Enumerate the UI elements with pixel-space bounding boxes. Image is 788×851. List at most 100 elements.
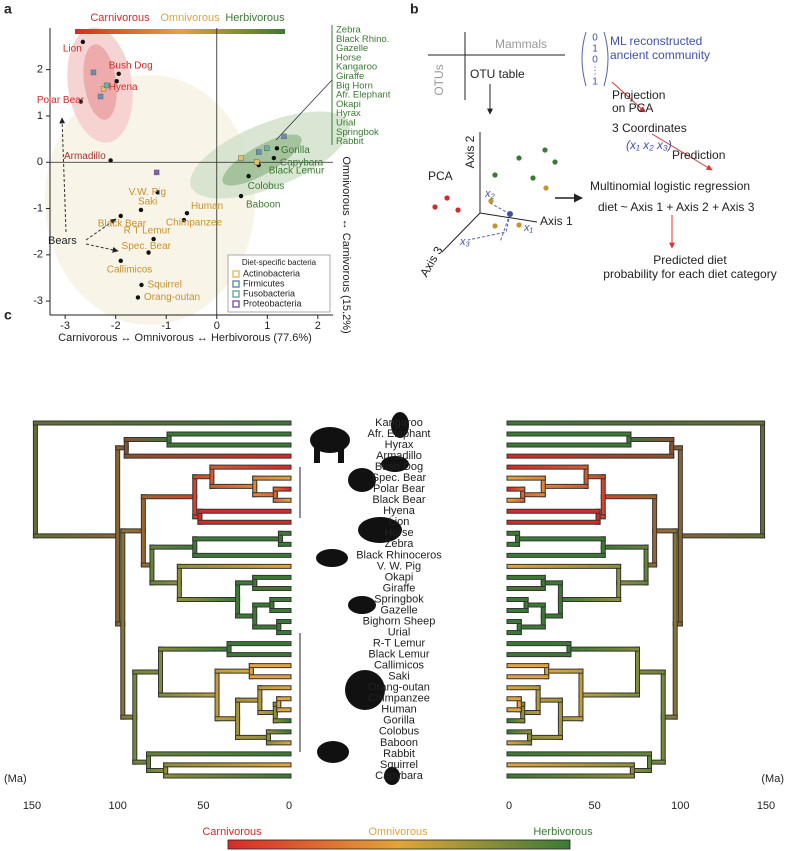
x-tick-label: 0 <box>506 800 512 812</box>
species-label: Chimpanzee <box>368 693 430 705</box>
species-label: Colobus <box>379 726 420 738</box>
sample-point <box>271 155 277 161</box>
silhouettes <box>310 412 409 785</box>
sample-point <box>80 39 86 45</box>
species-label: Rabbit <box>383 748 415 760</box>
label: OTU table <box>470 67 525 81</box>
legend-swatch <box>232 280 240 288</box>
scale-label: Omnivorous <box>368 826 428 838</box>
silhouette <box>381 456 409 472</box>
x-tick-label: 2 <box>315 320 321 332</box>
herbivore-name: Horse <box>336 52 361 63</box>
label: probability for each diet category <box>603 267 776 281</box>
bacteria-marker <box>153 169 160 176</box>
label: 3 Coordinates <box>612 121 687 135</box>
x-tick-label: 1 <box>264 320 270 332</box>
sample-point <box>146 250 151 255</box>
point-label: Saki <box>138 197 157 208</box>
species-label: Saki <box>388 671 409 683</box>
point-label: Orang-outan <box>144 292 200 303</box>
species-label: Urial <box>388 626 411 638</box>
point-label: R T Lemur <box>124 226 172 237</box>
sample-point <box>118 258 123 264</box>
dot <box>516 222 522 228</box>
point-label: Bush Dog <box>109 60 153 71</box>
herbivore-pointer <box>275 79 333 141</box>
x-tick-label: -2 <box>111 320 121 332</box>
sample-point <box>155 190 160 195</box>
axis-label: Axis 3 <box>417 244 446 280</box>
ancient-dot <box>507 211 513 217</box>
label: Projection <box>612 88 665 102</box>
silhouette <box>348 596 376 614</box>
species-label: Spec. Bear <box>372 472 427 484</box>
label: Predicted diet <box>653 253 727 267</box>
bears-arrows <box>59 117 119 253</box>
legend-label: Proteobacteria <box>243 298 302 308</box>
x-tick-label: 100 <box>671 800 689 812</box>
projection-lines <box>467 202 511 243</box>
point-label: Spec. Bear <box>122 241 172 252</box>
label: diet ~ Axis 1 + Axis 2 + Axis 3 <box>598 200 755 214</box>
panel-label: c <box>4 307 12 323</box>
species-label: Squirrel <box>380 759 418 771</box>
sample-point <box>238 193 244 199</box>
label: on PCA <box>612 101 653 115</box>
silhouette <box>384 767 400 785</box>
bacteria-marker <box>238 155 244 161</box>
axis-var: x₂ <box>484 188 496 200</box>
species-label: Zebra <box>385 538 415 550</box>
species-label: Okapi <box>385 571 414 583</box>
species-label: Afr. Elephant <box>368 428 431 440</box>
bacteria-marker <box>281 133 287 140</box>
axis-label: Axis 1 <box>540 214 573 228</box>
point-label: Gorilla <box>281 145 310 156</box>
point-label: Lion <box>63 44 82 55</box>
point-label: Baboon <box>246 200 280 211</box>
unit-label: (Ma) <box>4 773 27 785</box>
silhouette <box>314 445 320 463</box>
x-tick-label: 150 <box>757 800 775 812</box>
label: ancient community <box>610 48 710 62</box>
legend-label: Fusobacteria <box>243 288 295 298</box>
species-label: Horse <box>384 527 413 539</box>
legend-label: Firmicutes <box>243 278 285 288</box>
dot <box>492 223 498 229</box>
bacteria-marker <box>90 69 97 76</box>
y-tick-label: -2 <box>33 249 43 261</box>
label: (x₁ x₂ x₃) <box>626 138 672 152</box>
species-label: Giraffe <box>383 582 416 594</box>
dot <box>552 159 558 165</box>
dot <box>530 175 536 181</box>
carnivore-core <box>83 44 117 120</box>
x-tick-label: 0 <box>286 800 292 812</box>
y-tick-label: -1 <box>33 202 43 214</box>
species-label: V. W. Pig <box>377 560 421 572</box>
silhouette <box>358 517 402 543</box>
panel-label: a <box>4 1 12 17</box>
x-axis-label: Carnivorous ↔ Omnivorous ↔ Herbivorous (… <box>58 332 312 344</box>
x-tick-label: -1 <box>161 320 171 332</box>
species-label: Capybara <box>375 770 424 782</box>
point-label: Squirrel <box>147 280 181 291</box>
silhouette <box>391 412 409 438</box>
vector-entry: 1 <box>592 44 598 55</box>
species-label: Lion <box>389 516 410 528</box>
legend-title: Diet-specific bacteria <box>242 258 317 267</box>
dot <box>444 195 450 201</box>
bacteria-marker <box>256 149 262 155</box>
species-label: Hyena <box>383 505 416 517</box>
sample-point <box>114 79 119 84</box>
x-tick-label: 100 <box>108 800 126 812</box>
axis-var: x₁ <box>523 222 534 234</box>
herbivore-name: Giraffe <box>336 71 364 82</box>
bacteria-marker <box>103 82 110 89</box>
sample-point <box>116 71 121 77</box>
point-label: Black Bear <box>98 219 147 230</box>
panel-label: b <box>410 1 419 17</box>
x-tick-label: 0 <box>214 320 220 332</box>
legend-label: Actinobacteria <box>243 268 300 278</box>
y-tick-label: -3 <box>33 295 43 307</box>
point-label: Armadillo <box>64 151 106 162</box>
